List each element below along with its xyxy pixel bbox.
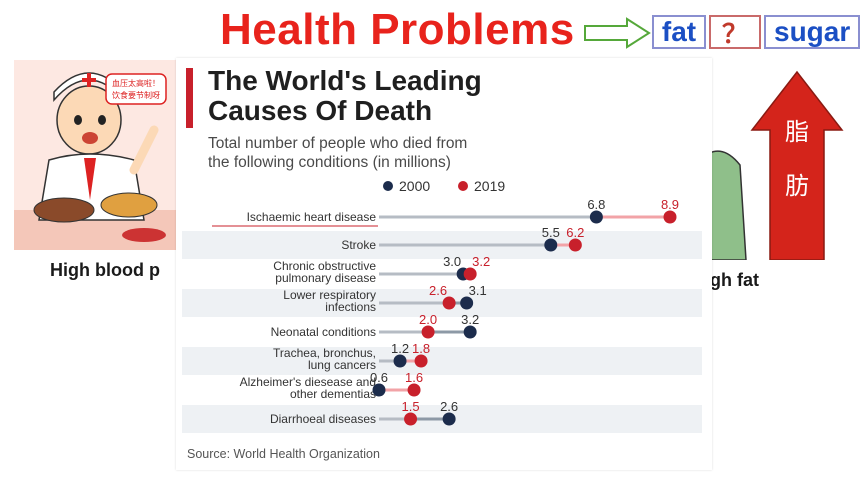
speech-bubble-line-1: 血压太高啦！ (112, 78, 160, 88)
value-label-2019: 6.2 (566, 225, 584, 240)
legend-marker-2019 (458, 181, 468, 191)
chart-title-line-1: The World's Leading (208, 65, 482, 96)
fat-arrow-illustration: 脂 肪 (700, 70, 844, 260)
slide-title: Health Problems (220, 5, 575, 54)
value-label-2000: 3.1 (469, 283, 487, 298)
dot-2019 (463, 267, 477, 281)
title-accent-bar (186, 68, 193, 128)
value-label-2019: 3.2 (472, 254, 490, 269)
dot-2000 (372, 383, 386, 397)
category-label: Ischaemic heart disease (247, 210, 377, 224)
category-label: Diarrhoeal diseases (270, 412, 376, 426)
speech-bubble-line-2: 饮食要节制呀 (112, 90, 160, 100)
value-label-2019: 1.8 (412, 341, 430, 356)
chart-subtitle-line-2: the following conditions (in millions) (208, 154, 451, 171)
value-label-2000: 3.0 (443, 254, 461, 269)
dot-2019 (568, 238, 582, 252)
legend-marker-2000 (383, 181, 393, 191)
dot-2000 (393, 354, 407, 368)
value-label-2000: 1.2 (391, 341, 409, 356)
value-label-2019: 2.0 (419, 312, 437, 327)
value-label-2019: 1.6 (405, 370, 423, 385)
legend-label-2000: 2000 (399, 178, 430, 194)
value-label-2000: 2.6 (440, 399, 458, 414)
chart-subtitle-line-1: Total number of people who died from (208, 135, 468, 152)
value-label-2000: 0.6 (370, 370, 388, 385)
dot-2019 (404, 412, 418, 426)
chart-subtitle: Total number of people who died from the… (208, 134, 688, 172)
dot-2019 (421, 325, 435, 339)
caption-high-fat: gh fat (710, 270, 759, 290)
dot-2019 (663, 210, 677, 224)
value-label-2000: 6.8 (587, 197, 605, 212)
category-label: Lower respiratory infections (283, 288, 376, 314)
value-label-2000: 5.5 (542, 225, 560, 240)
arrow-text-2: 肪 (785, 172, 809, 200)
dot-2000 (589, 210, 603, 224)
dot-2019 (414, 354, 428, 368)
dot-2000 (544, 238, 558, 252)
category-label: Stroke (341, 238, 376, 252)
tag-fat: fat (652, 15, 706, 49)
chart-panel: The World's Leading Causes Of Death Tota… (176, 58, 712, 470)
value-label-2000: 3.2 (461, 312, 479, 327)
dot-2000 (442, 412, 456, 426)
caption-high-blood-pressure: High blood p (50, 260, 160, 280)
dot-2000 (460, 296, 474, 310)
dot-chart: 2000 2019 Ischaemic heart disease 6.8 8.9 Str… (182, 178, 702, 433)
dot-2019 (407, 383, 421, 397)
tag-sugar: sugar (764, 15, 860, 49)
legend-label-2019: 2019 (474, 178, 505, 194)
arrow-text-1: 脂 (785, 118, 809, 146)
row-band (182, 347, 702, 375)
doctor-cartoon-illustration: 血压太高啦！ 饮食要节制呀 (14, 60, 179, 250)
category-label: Trachea, bronchus, lung cancers (273, 346, 376, 372)
category-label: Alzheimer's diesease and other dementias (240, 375, 376, 401)
value-label-2019: 1.5 (402, 399, 420, 414)
value-label-2019: 8.9 (661, 197, 679, 212)
chart-title-line-2: Causes Of Death (208, 95, 433, 126)
chart-source: Source: World Health Organization (187, 447, 380, 461)
category-label: Neonatal conditions (271, 325, 376, 339)
category-label: Chronic obstructive pulmonary disease (273, 259, 376, 285)
dot-2019 (442, 296, 456, 310)
chart-title: The World's Leading Causes Of Death (208, 66, 688, 126)
tag-question: ？ (709, 15, 761, 49)
dot-2000 (463, 325, 477, 339)
value-label-2019: 2.6 (429, 283, 447, 298)
right-arrow-icon (584, 17, 651, 49)
